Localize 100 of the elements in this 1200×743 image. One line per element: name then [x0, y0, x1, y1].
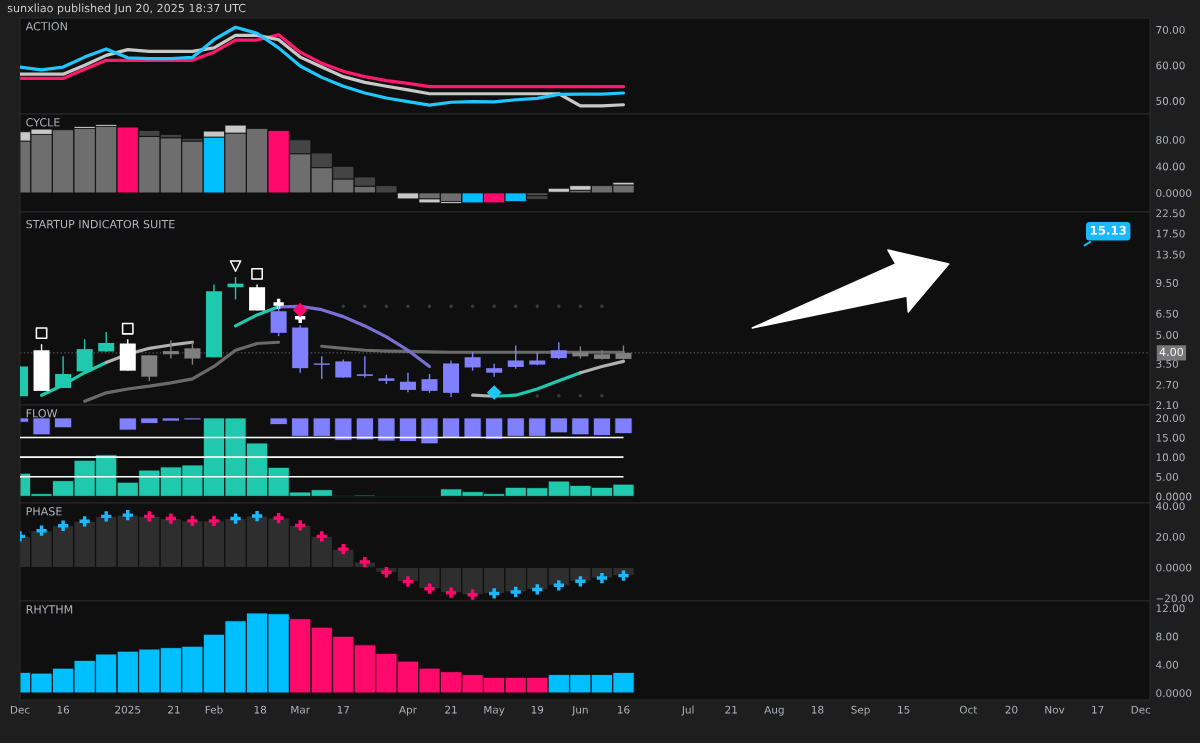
y-tick-label: 0.0000 — [1156, 492, 1192, 501]
y-tick-label: 4.00 — [1156, 660, 1179, 669]
x-tick-label: Feb — [205, 705, 223, 714]
candlestick — [313, 355, 330, 380]
bar — [506, 417, 525, 437]
point — [144, 511, 155, 522]
bar — [32, 417, 51, 436]
point — [618, 570, 629, 581]
point — [295, 520, 306, 531]
y-tick-label: 5.00 — [1156, 331, 1179, 339]
x-tick-label: 21 — [445, 705, 457, 714]
x-tick-label: 15 — [898, 705, 910, 714]
x-tick-label: Jul — [681, 705, 694, 716]
point — [575, 576, 586, 587]
bar — [118, 417, 137, 431]
point — [165, 513, 177, 524]
point — [449, 304, 453, 308]
point — [402, 576, 414, 587]
x-tick-label: 21 — [725, 705, 737, 714]
point — [363, 304, 367, 308]
x-tick-label: 17 — [337, 705, 350, 714]
x-tick-label: 16 — [57, 705, 70, 714]
y-tick-label: −20.00 — [1156, 594, 1194, 603]
x-tick-label: Jun — [571, 705, 588, 716]
y-tick-label: 40.00 — [1156, 162, 1185, 171]
point — [489, 588, 500, 599]
point — [381, 567, 392, 578]
point — [35, 327, 48, 340]
y-tick-label: 20.00 — [1156, 532, 1185, 541]
bar — [485, 417, 504, 440]
x-tick-label: Dec — [10, 705, 30, 714]
x-tick-label: 19 — [531, 705, 544, 714]
point — [101, 511, 112, 522]
y-tick-label: 15.00 — [1156, 433, 1185, 442]
y-tick-label: 9.50 — [1156, 279, 1179, 287]
y-tick-label: 13.50 — [1156, 250, 1185, 259]
point — [230, 513, 241, 524]
point — [492, 304, 496, 308]
point — [445, 587, 457, 598]
candlestick — [141, 354, 158, 382]
point — [36, 525, 47, 536]
x-tick-label: Mar — [291, 705, 311, 714]
point — [338, 544, 349, 555]
bar — [442, 417, 461, 438]
chart-title: PHASE — [26, 507, 62, 516]
y-tick-label: 2.70 — [1156, 380, 1179, 389]
bar — [463, 417, 482, 438]
bar — [312, 417, 331, 437]
point — [316, 531, 327, 542]
bar — [54, 417, 73, 429]
x-tick-label: Aug — [764, 705, 784, 716]
point — [510, 586, 521, 598]
point — [292, 302, 308, 318]
y-tick-label: 3.50 — [1156, 359, 1179, 368]
point — [251, 510, 263, 522]
y-tick-label: 60.00 — [1156, 61, 1185, 70]
y-tick-label: 40.00 — [1156, 502, 1185, 511]
y-tick-label: 8.00 — [1156, 632, 1179, 641]
point — [273, 512, 284, 524]
x-tick-label: Oct — [959, 705, 978, 714]
point — [600, 394, 604, 398]
chart-title: ACTION — [25, 22, 67, 31]
point — [470, 304, 475, 308]
point — [208, 515, 220, 526]
point — [596, 572, 608, 584]
chart-title: RHYTHM — [26, 605, 73, 614]
chart-title: FLOW — [26, 409, 58, 418]
y-tick-label: 0.0000 — [1156, 563, 1192, 572]
line-series — [20, 33, 626, 89]
candlestick — [421, 373, 438, 394]
x-tick-label: Apr — [399, 705, 417, 716]
point — [535, 394, 539, 398]
y-tick-label: 22.50 — [1156, 209, 1185, 218]
bar — [398, 417, 417, 442]
candlestick — [162, 339, 179, 360]
bar — [528, 417, 547, 437]
y-tick-label: 5.00 — [1156, 472, 1179, 481]
candlestick — [507, 344, 524, 370]
point — [229, 260, 242, 273]
bar — [291, 417, 310, 437]
x-tick-label: 18 — [254, 705, 267, 714]
bar — [334, 417, 353, 441]
bar — [614, 417, 633, 435]
point — [406, 304, 410, 308]
point — [187, 515, 198, 526]
y-tick-label: 20.00 — [1156, 414, 1185, 423]
bar — [269, 417, 288, 426]
point — [427, 304, 432, 308]
candlestick — [356, 355, 373, 379]
bar — [140, 417, 159, 424]
point — [557, 394, 561, 398]
y-tick-label: 6.50 — [1156, 309, 1179, 318]
y-tick-label: 50.00 — [1156, 97, 1185, 105]
x-tick-label: 17 — [1092, 705, 1104, 714]
x-tick-label: 20 — [1005, 705, 1018, 714]
text: sunxliao published Jun 20, 2025 18:37 UTC — [7, 3, 246, 15]
point — [121, 322, 134, 335]
bar — [355, 417, 374, 441]
point — [251, 267, 263, 280]
y-tick-label: 80.00 — [1156, 135, 1185, 144]
